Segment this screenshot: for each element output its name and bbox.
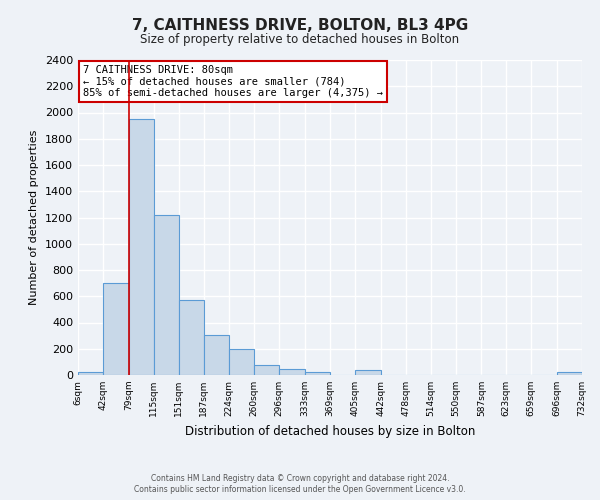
Bar [179,300,203,375]
X-axis label: Distribution of detached houses by size in Bolton: Distribution of detached houses by size … [185,424,475,438]
Bar [305,372,330,375]
Text: 7 CAITHNESS DRIVE: 80sqm
← 15% of detached houses are smaller (784)
85% of semi-: 7 CAITHNESS DRIVE: 80sqm ← 15% of detach… [83,64,383,98]
Bar [128,119,154,375]
Bar [557,372,582,375]
Y-axis label: Number of detached properties: Number of detached properties [29,130,40,305]
Text: Size of property relative to detached houses in Bolton: Size of property relative to detached ho… [140,32,460,46]
Bar [280,369,305,375]
Bar [203,335,229,375]
Bar [103,283,128,375]
Text: Contains HM Land Registry data © Crown copyright and database right 2024.
Contai: Contains HM Land Registry data © Crown c… [134,474,466,494]
Bar [229,349,254,375]
Text: 7, CAITHNESS DRIVE, BOLTON, BL3 4PG: 7, CAITHNESS DRIVE, BOLTON, BL3 4PG [132,18,468,32]
Bar [154,215,179,375]
Bar [355,370,380,375]
Bar [254,364,280,375]
Bar [78,372,103,375]
